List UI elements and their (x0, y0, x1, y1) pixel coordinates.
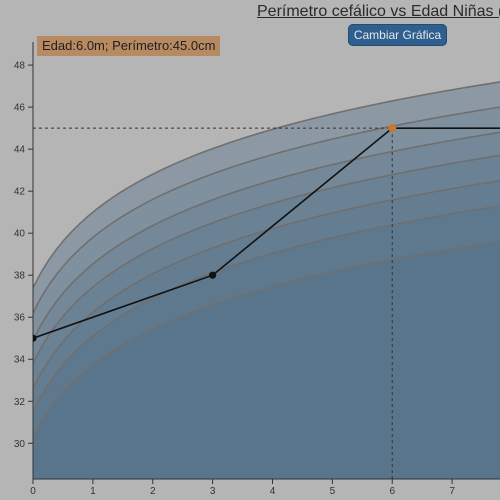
highlighted-point (388, 124, 397, 133)
x-tick-label: 5 (330, 486, 336, 497)
x-tick-label: 4 (270, 486, 276, 497)
percentile-bands (33, 81, 500, 479)
percentile-band (33, 155, 500, 479)
x-tick-label: 0 (30, 486, 36, 497)
y-tick-label: 48 (14, 61, 26, 72)
y-tick-label: 40 (14, 229, 26, 240)
measurement-point (33, 334, 37, 342)
percentile-curve (33, 106, 500, 314)
x-tick-label: 3 (210, 486, 216, 497)
percentile-curve (33, 154, 500, 364)
percentile-curve (33, 240, 500, 438)
percentile-band (33, 180, 500, 479)
percentile-band (33, 132, 500, 479)
percentile-curve (33, 81, 500, 289)
tooltip: Edad:6.0m; Perímetro:45.0cm (37, 36, 221, 56)
y-tick-label: 30 (14, 439, 26, 450)
y-tick-label: 34 (14, 355, 26, 366)
measurement-line (33, 127, 500, 339)
y-tick-label: 36 (14, 313, 26, 324)
percentile-band (33, 241, 500, 479)
y-tick-label: 42 (14, 187, 26, 198)
percentile-curve (33, 205, 500, 413)
measurement-point (209, 271, 217, 279)
percentile-band (33, 107, 500, 479)
y-tick-label: 38 (14, 271, 26, 282)
x-tick-label: 7 (449, 486, 455, 497)
y-tick-label: 32 (14, 397, 26, 408)
data-overlay (33, 124, 500, 479)
percentile-band (33, 205, 500, 479)
x-tick-label: 1 (90, 486, 96, 497)
y-tick-label: 46 (14, 103, 26, 114)
x-tick-label: 2 (150, 486, 156, 497)
chart-title: Perímetro cefálico vs Edad Niñas (C (257, 3, 500, 20)
x-tick-label: 6 (389, 486, 395, 497)
percentile-curve (33, 131, 500, 341)
y-tick-label: 44 (14, 145, 26, 156)
change-chart-button[interactable]: Cambiar Gráfica (348, 24, 447, 46)
percentile-band (33, 81, 500, 479)
